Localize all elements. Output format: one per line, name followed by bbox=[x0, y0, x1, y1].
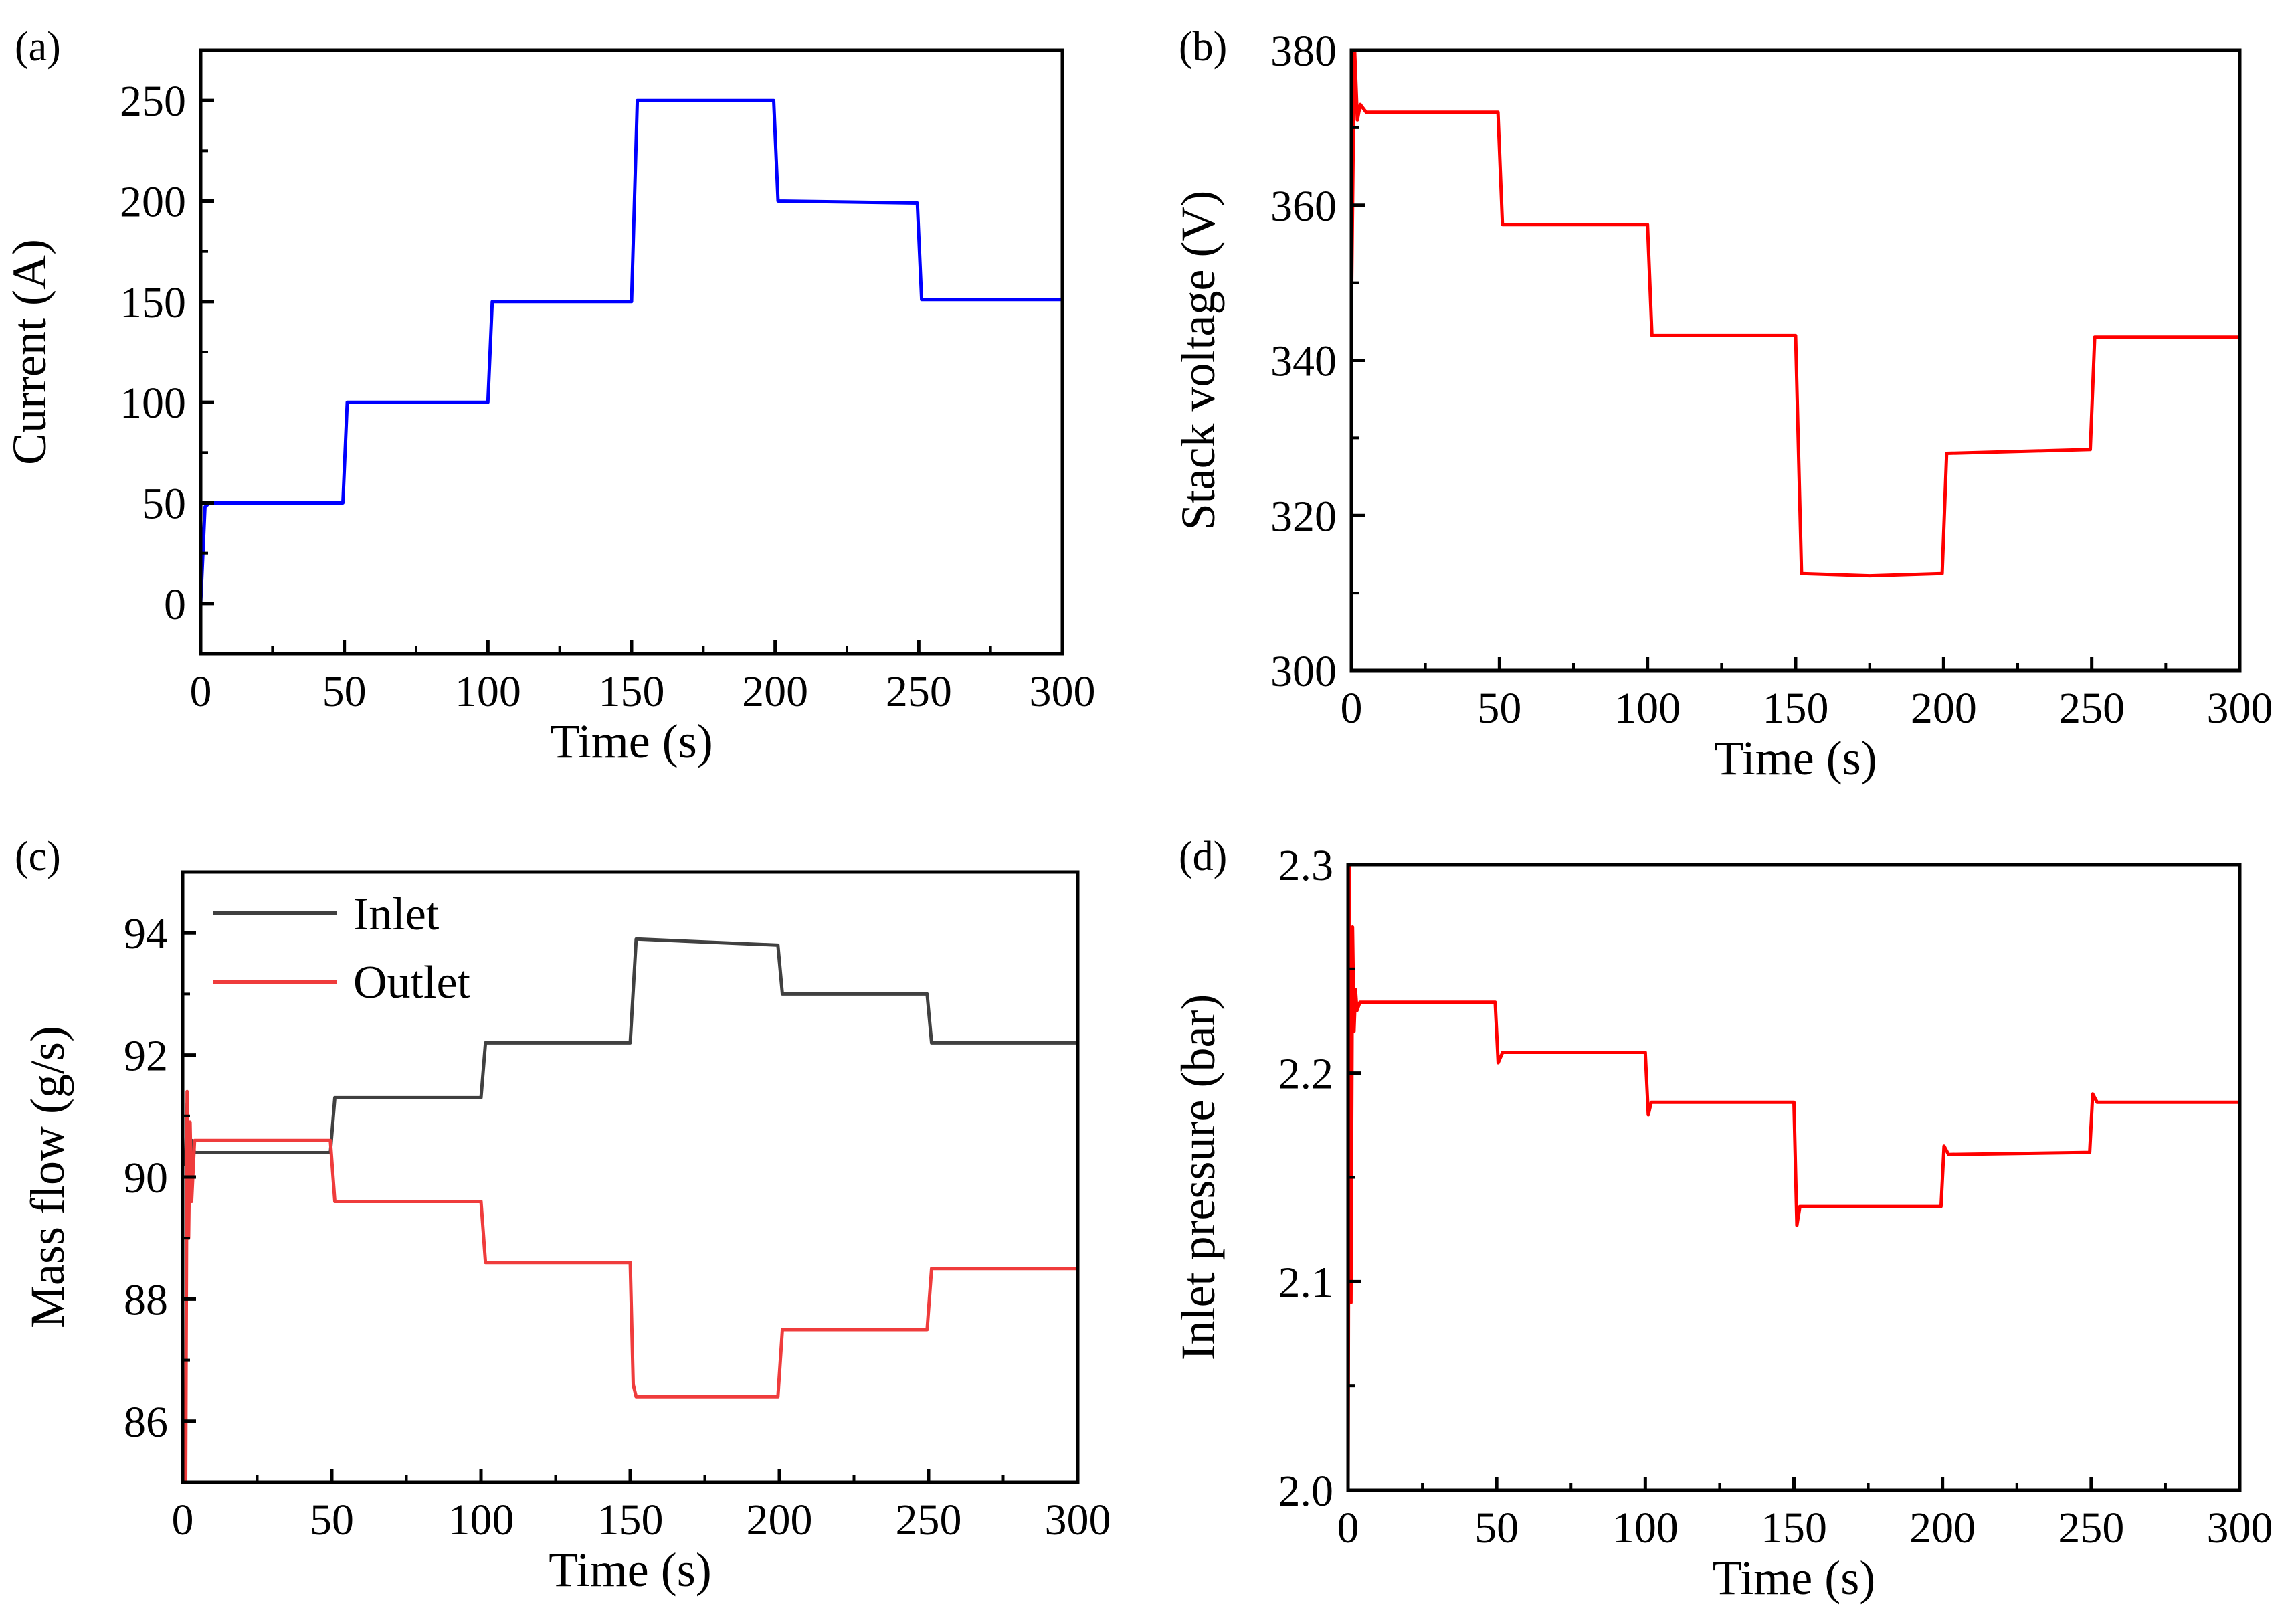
panel-label-b: (b) bbox=[1179, 24, 1227, 70]
panel-c: (c) 0 50 100 150 200 250 300 86 88 90 92 94 Time (s)… bbox=[15, 834, 1111, 1597]
x-tick-label: 0 bbox=[190, 667, 212, 716]
series-line-current bbox=[201, 98, 1062, 606]
x-tick-label: 200 bbox=[742, 667, 808, 716]
x-tick-label: 50 bbox=[1474, 1504, 1519, 1552]
x-tick-label: 0 bbox=[1341, 684, 1363, 733]
panel-label-c: (c) bbox=[15, 834, 61, 879]
panel-b: (b) 0 50 100 150 200 250 300 300 320 340 360 380 Tim… bbox=[1171, 24, 2273, 785]
y-tick-label: 100 bbox=[120, 379, 186, 428]
x-tick-label: 50 bbox=[322, 667, 367, 716]
x-tick-label: 300 bbox=[2207, 1504, 2273, 1552]
y-tick-label: 2.2 bbox=[1278, 1050, 1334, 1099]
legend-label: Inlet bbox=[353, 889, 440, 940]
panel-label-a: (a) bbox=[15, 24, 61, 70]
x-tick-label: 250 bbox=[886, 667, 952, 716]
panel-a: (a) 0 50 100 150 200 250 300 0 50 100 150 200 250 Tim… bbox=[3, 24, 1096, 768]
y-axis-title: Stack voltage (V) bbox=[1171, 191, 1225, 531]
series-line-outlet bbox=[184, 1089, 1078, 1482]
y-tick-label: 2.0 bbox=[1278, 1467, 1334, 1516]
x-tick-label: 150 bbox=[1761, 1504, 1827, 1552]
x-axis-title: Time (s) bbox=[1714, 731, 1877, 785]
x-tick-label: 100 bbox=[1614, 684, 1681, 733]
x-tick-label: 250 bbox=[2058, 1504, 2124, 1552]
y-tick-label: 360 bbox=[1270, 182, 1337, 231]
series-line-inlet-pressure bbox=[1348, 865, 2240, 1490]
x-tick-label: 150 bbox=[599, 667, 665, 716]
x-tick-label: 0 bbox=[1337, 1504, 1359, 1552]
x-tick-label: 0 bbox=[172, 1496, 194, 1544]
y-axis-title: Current (A) bbox=[3, 239, 56, 465]
y-tick-label: 92 bbox=[124, 1032, 168, 1081]
y-tick-label: 86 bbox=[124, 1398, 168, 1447]
y-tick-label: 88 bbox=[124, 1275, 168, 1324]
x-tick-label: 100 bbox=[1612, 1504, 1679, 1552]
x-tick-label: 300 bbox=[1045, 1496, 1111, 1544]
plot-frame bbox=[181, 870, 1080, 1484]
plot-stack-voltage: 0 50 100 150 200 250 300 300 320 340 360 380 Time (s… bbox=[1171, 27, 2273, 785]
plot-inlet-pressure: 0 50 100 150 200 250 300 2.0 2.1 2.2 2.3 Time (s) In… bbox=[1171, 841, 2273, 1605]
y-tick-label: 2.3 bbox=[1278, 841, 1334, 890]
y-tick-label: 150 bbox=[120, 278, 186, 327]
x-tick-label: 150 bbox=[1763, 684, 1829, 733]
x-tick-label: 250 bbox=[2059, 684, 2125, 733]
y-tick-label: 250 bbox=[120, 77, 186, 126]
panel-label-d: (d) bbox=[1179, 834, 1227, 879]
y-axis-title: Mass flow (g/s) bbox=[21, 1026, 74, 1328]
panel-d: (d) 0 50 100 150 200 250 300 2.0 2.1 2.2 2.3 Time (… bbox=[1171, 834, 2273, 1605]
y-tick-label: 320 bbox=[1270, 492, 1337, 541]
y-tick-label: 200 bbox=[120, 178, 186, 227]
x-tick-label: 100 bbox=[455, 667, 521, 716]
x-tick-label: 50 bbox=[1477, 684, 1521, 733]
plot-current: 0 50 100 150 200 250 300 0 50 100 150 200 250 Time (s… bbox=[3, 48, 1096, 768]
y-tick-label: 0 bbox=[164, 580, 186, 629]
y-axis-title: Inlet pressure (bar) bbox=[1171, 994, 1225, 1361]
x-tick-label: 100 bbox=[448, 1496, 514, 1544]
x-tick-label: 50 bbox=[310, 1496, 354, 1544]
x-tick-label: 300 bbox=[1030, 667, 1096, 716]
y-tick-label: 380 bbox=[1270, 27, 1337, 76]
x-tick-label: 200 bbox=[1909, 1504, 1976, 1552]
x-tick-label: 150 bbox=[597, 1496, 664, 1544]
x-tick-label: 200 bbox=[1911, 684, 1977, 733]
legend-label: Outlet bbox=[353, 957, 471, 1008]
x-tick-label: 300 bbox=[2207, 684, 2273, 733]
y-tick-label: 2.1 bbox=[1278, 1258, 1334, 1307]
y-tick-label: 50 bbox=[142, 480, 186, 529]
x-axis-title: Time (s) bbox=[549, 1543, 711, 1597]
series-line-inlet bbox=[184, 937, 1078, 1210]
y-tick-label: 340 bbox=[1270, 337, 1337, 386]
series-line-stack-voltage bbox=[1351, 50, 2240, 578]
y-tick-label: 90 bbox=[124, 1154, 168, 1202]
y-tick-label: 300 bbox=[1270, 647, 1337, 696]
x-tick-label: 250 bbox=[896, 1496, 962, 1544]
plot-frame bbox=[1346, 863, 2242, 1492]
x-tick-label: 200 bbox=[747, 1496, 813, 1544]
x-axis-title: Time (s) bbox=[1713, 1551, 1875, 1605]
x-axis-title: Time (s) bbox=[550, 715, 712, 768]
plot-frame bbox=[199, 48, 1064, 656]
plot-mass-flow: 0 50 100 150 200 250 300 86 88 90 92 94 Time (s) Mass… bbox=[21, 870, 1111, 1597]
y-tick-label: 94 bbox=[124, 909, 168, 958]
